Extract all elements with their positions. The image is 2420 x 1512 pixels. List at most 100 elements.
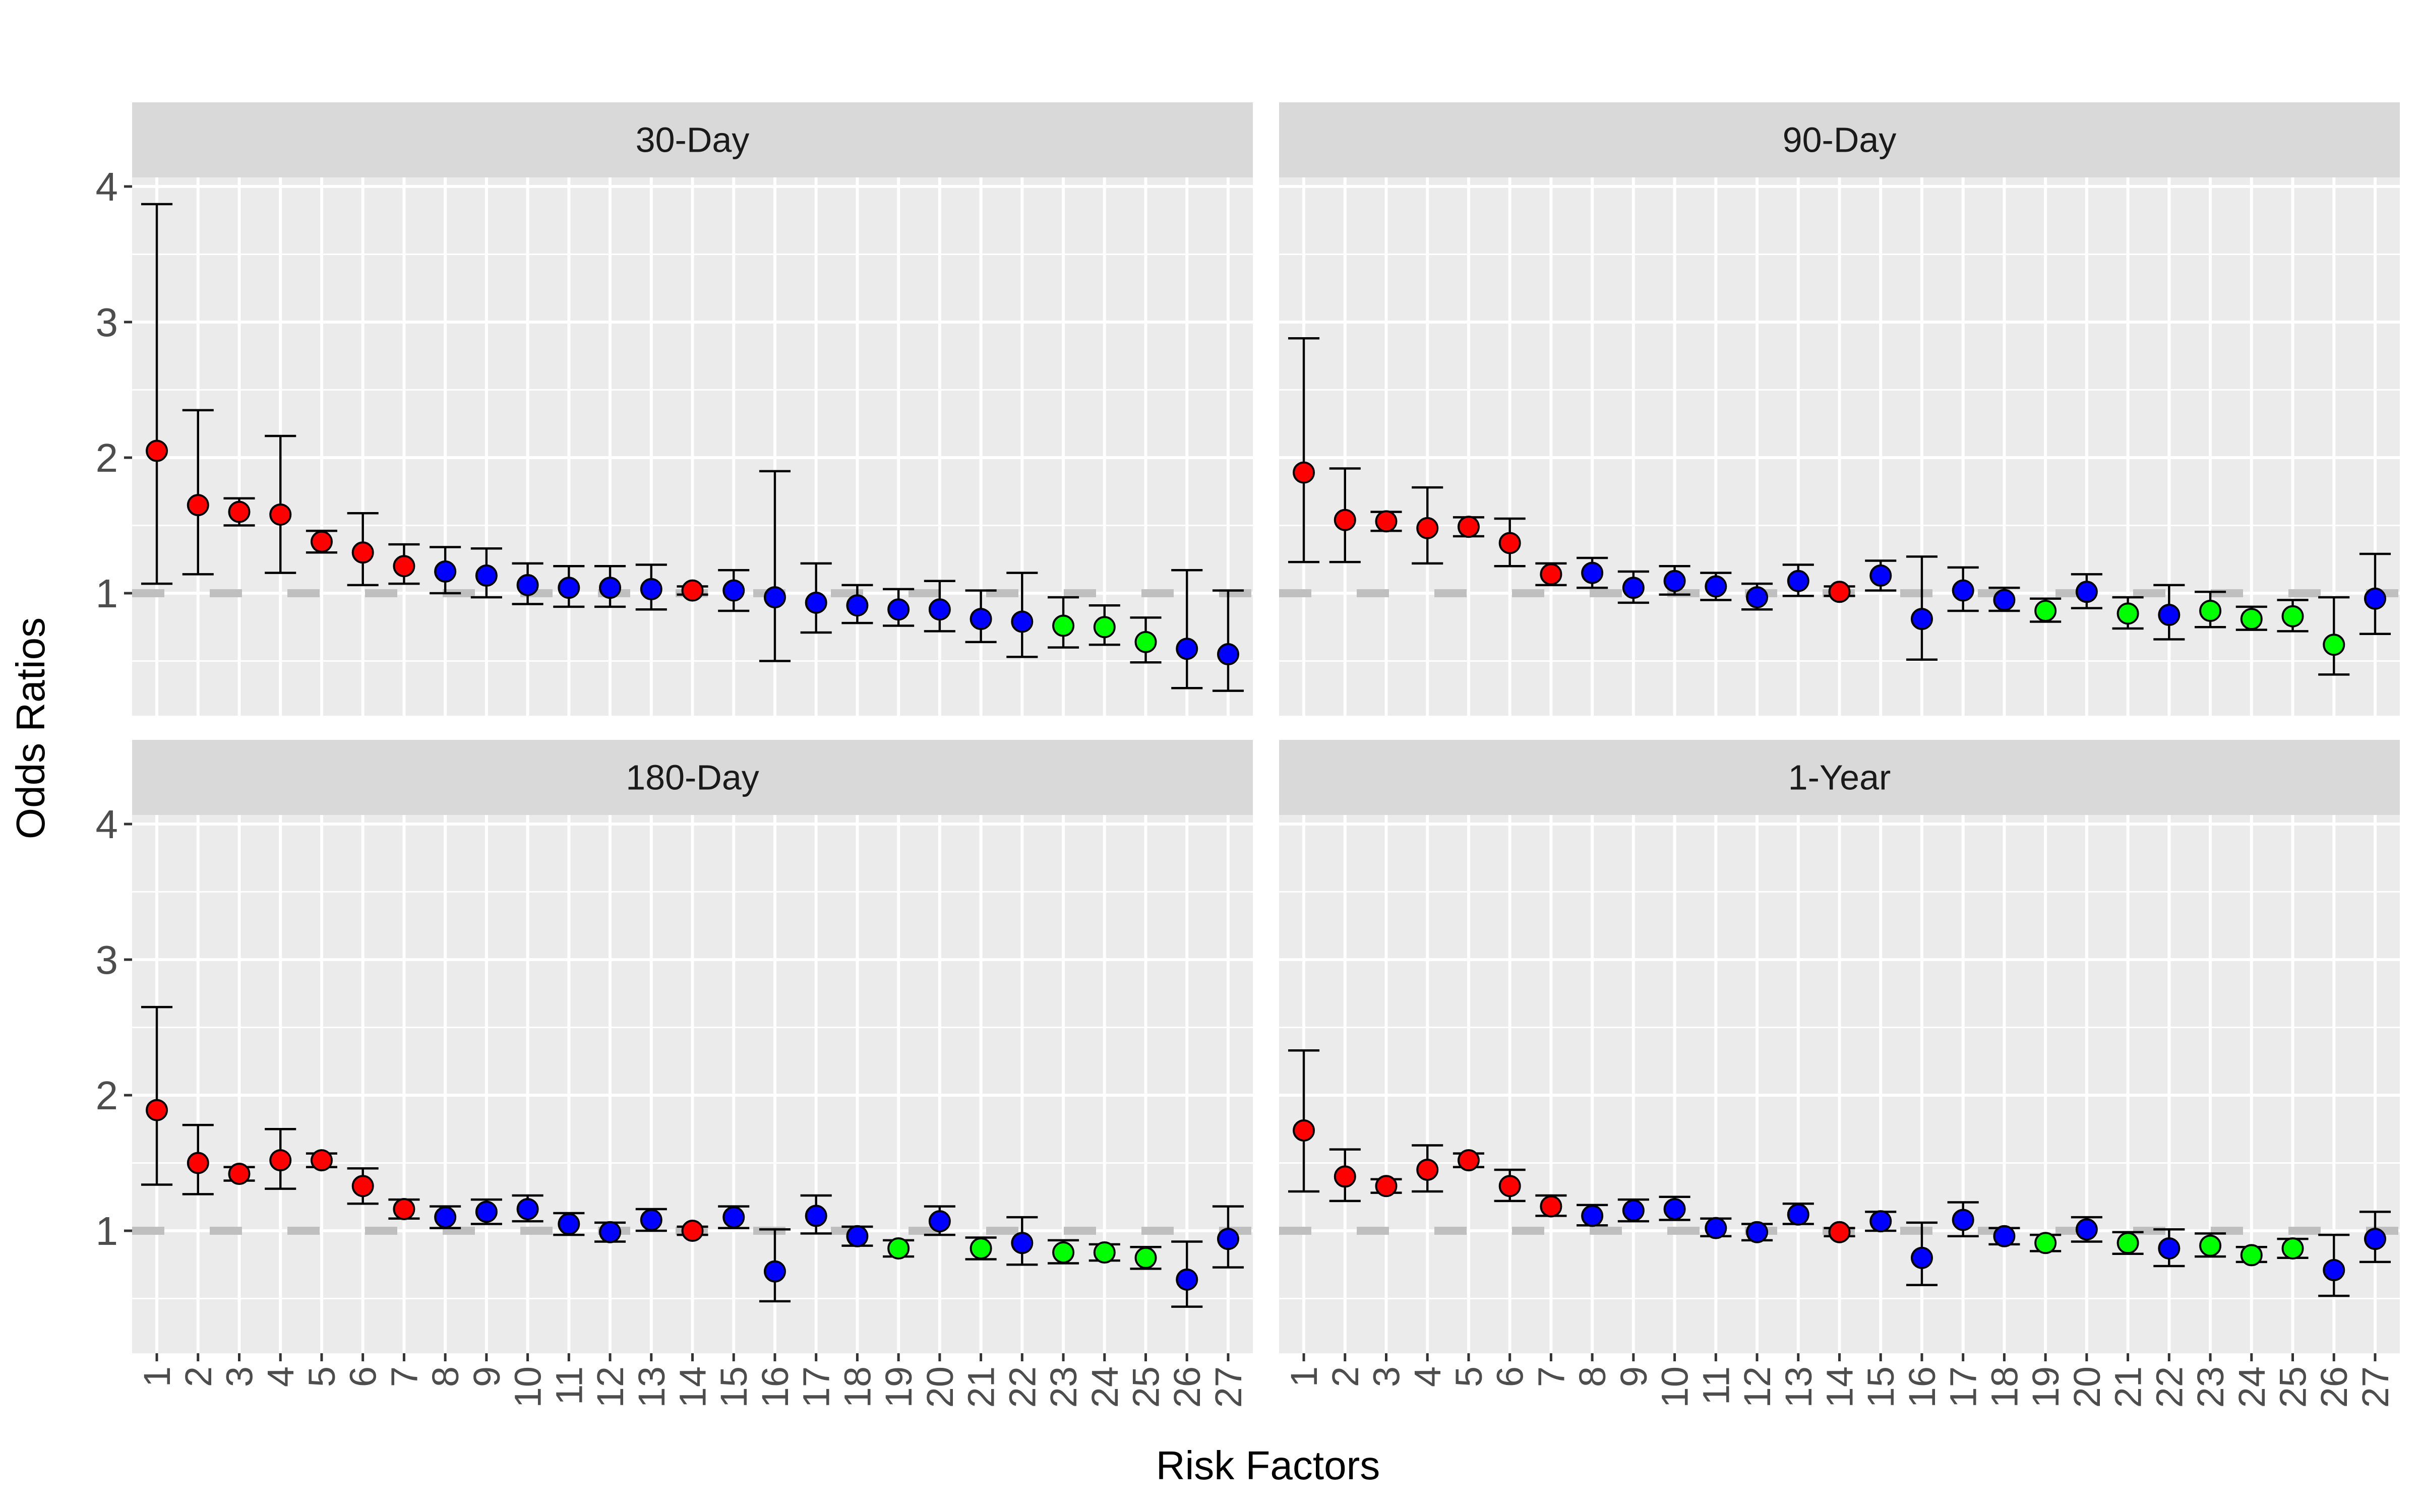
point-factor-11 <box>558 1213 580 1235</box>
point-factor-24 <box>1093 1241 1116 1264</box>
x-tick-label: 1 <box>136 1366 178 1387</box>
x-tick-label: 8 <box>425 1366 466 1387</box>
point-factor-5 <box>310 530 333 553</box>
y-tick-label: 2 <box>96 1073 118 1118</box>
error-bar-26 <box>1171 569 1203 689</box>
x-tick-label: 9 <box>1613 1366 1655 1387</box>
x-tick-label: 20 <box>919 1366 961 1408</box>
point-factor-13 <box>1787 1203 1809 1226</box>
point-factor-22 <box>1011 610 1034 633</box>
point-factor-21 <box>2116 602 2139 625</box>
x-tick-label: 15 <box>713 1366 755 1408</box>
point-factor-17 <box>1952 1209 1974 1231</box>
point-factor-8 <box>434 560 457 583</box>
point-factor-1 <box>1293 1119 1315 1142</box>
point-factor-21 <box>970 1237 992 1259</box>
panel-1-year: 1-Year <box>1279 740 2400 1353</box>
x-tick-label: 11 <box>548 1366 590 1405</box>
x-tick-label: 4 <box>1407 1366 1448 1387</box>
point-factor-14 <box>1828 581 1851 603</box>
point-factor-8 <box>1581 561 1604 584</box>
point-factor-27 <box>2364 587 2386 610</box>
y-tick-label: 1 <box>96 571 118 616</box>
x-tick-label: 6 <box>342 1366 384 1387</box>
x-tick-label: 25 <box>1125 1366 1167 1408</box>
point-factor-22 <box>2158 604 2181 626</box>
point-factor-20 <box>928 1210 951 1233</box>
point-factor-20 <box>928 598 951 621</box>
point-factor-19 <box>2034 599 2057 622</box>
error-bar-2 <box>182 409 214 576</box>
point-factor-9 <box>475 1201 498 1223</box>
point-factor-15 <box>722 579 745 602</box>
point-factor-1 <box>146 439 168 462</box>
point-factor-24 <box>2240 1244 2263 1267</box>
x-tick-label: 7 <box>1530 1366 1572 1387</box>
point-factor-1 <box>146 1099 168 1121</box>
point-factor-6 <box>351 1175 374 1198</box>
x-tick-label: 17 <box>796 1366 837 1408</box>
point-factor-2 <box>1334 509 1356 531</box>
x-tick-label: 12 <box>1736 1366 1778 1408</box>
panel-strip <box>132 740 1253 815</box>
point-factor-23 <box>2199 599 2222 622</box>
point-factor-7 <box>393 555 415 578</box>
point-factor-17 <box>805 591 827 614</box>
panel-strip <box>1279 102 2400 177</box>
point-factor-2 <box>187 1152 209 1174</box>
point-factor-26 <box>2323 634 2345 656</box>
point-factor-26 <box>2323 1259 2345 1282</box>
point-factor-24 <box>1093 616 1116 639</box>
point-factor-18 <box>846 1225 869 1247</box>
panel-180-day: 180-Day <box>132 740 1253 1353</box>
point-factor-16 <box>1910 1246 1933 1269</box>
panel-strip <box>1279 740 2400 815</box>
point-factor-15 <box>722 1206 745 1229</box>
point-factor-12 <box>599 577 622 599</box>
point-factor-4 <box>1416 1158 1439 1181</box>
point-factor-8 <box>1581 1205 1604 1227</box>
point-factor-17 <box>805 1205 827 1227</box>
point-factor-27 <box>1217 643 1239 666</box>
point-factor-19 <box>2034 1232 2057 1254</box>
point-factor-12 <box>599 1221 622 1243</box>
point-factor-7 <box>1540 1195 1562 1218</box>
point-factor-23 <box>1052 614 1075 637</box>
panel-title: 90-Day <box>1783 120 1897 160</box>
point-factor-2 <box>1334 1165 1356 1188</box>
point-factor-16 <box>763 1260 786 1283</box>
panel-title: 180-Day <box>626 758 759 797</box>
x-tick-label: 23 <box>1043 1366 1084 1408</box>
point-factor-27 <box>1217 1228 1239 1250</box>
point-factor-23 <box>1052 1241 1075 1264</box>
x-tick-label: 10 <box>507 1366 549 1408</box>
x-tick-label: 21 <box>960 1366 1002 1408</box>
point-factor-11 <box>558 577 580 599</box>
point-factor-26 <box>1176 638 1198 660</box>
point-factor-17 <box>1952 579 1974 602</box>
point-factor-13 <box>640 1209 662 1231</box>
x-tick-label: 17 <box>1943 1366 1984 1408</box>
x-tick-label: 19 <box>2025 1366 2067 1408</box>
point-factor-9 <box>1622 1199 1645 1222</box>
point-factor-14 <box>1828 1221 1851 1243</box>
point-factor-21 <box>2116 1232 2139 1254</box>
point-factor-9 <box>475 564 498 587</box>
point-factor-24 <box>2240 608 2263 631</box>
panel-90-day: 90-Day <box>1279 102 2400 716</box>
x-tick-label: 3 <box>1365 1366 1407 1387</box>
point-factor-21 <box>970 608 992 631</box>
point-factor-3 <box>1375 510 1398 533</box>
point-factor-15 <box>1869 564 1892 587</box>
point-factor-23 <box>2199 1234 2222 1257</box>
x-tick-label: 16 <box>754 1366 796 1408</box>
y-tick-label: 3 <box>96 937 118 982</box>
x-tick-label: 22 <box>1001 1366 1043 1408</box>
error-bar-27 <box>1212 589 1244 692</box>
error-bar-1 <box>141 1005 173 1186</box>
point-factor-18 <box>1993 589 2016 611</box>
point-factor-8 <box>434 1206 457 1229</box>
point-factor-22 <box>2158 1237 2181 1259</box>
error-bar-16 <box>759 470 791 662</box>
